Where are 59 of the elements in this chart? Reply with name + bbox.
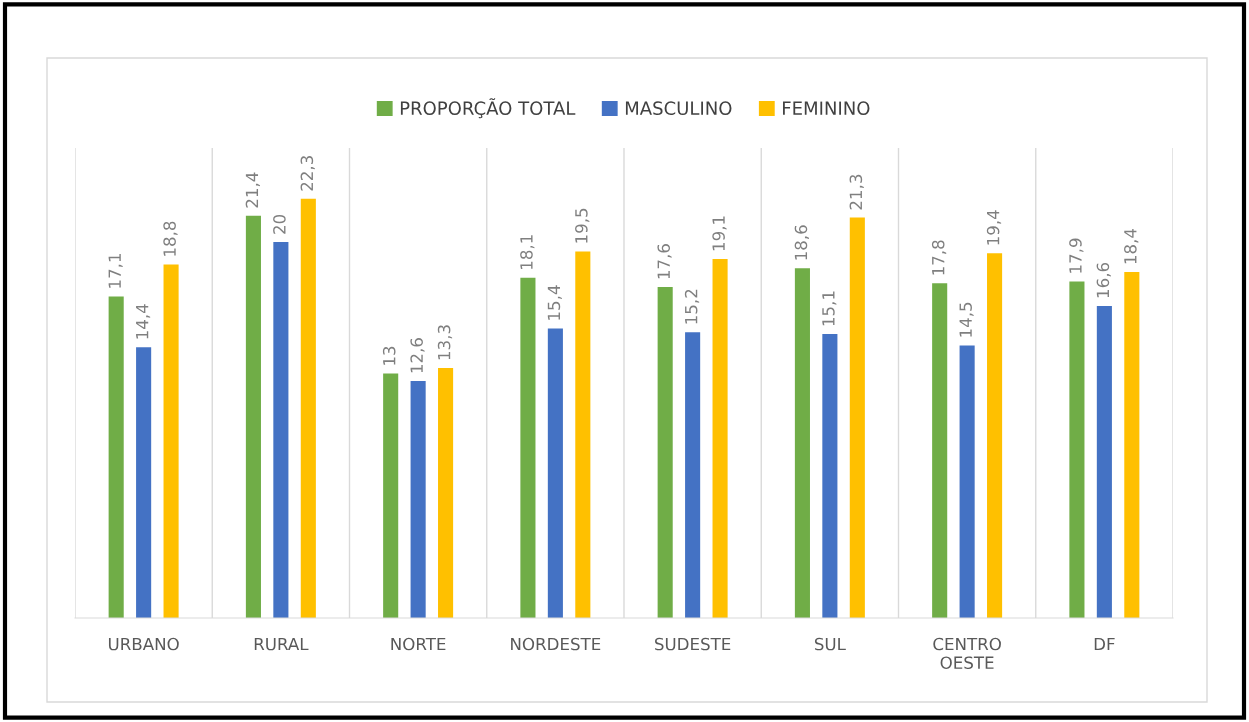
- data-label: 17,9: [1069, 238, 1084, 273]
- data-label: 15,1: [822, 291, 837, 326]
- bar: [520, 277, 536, 618]
- data-label: 15,2: [684, 289, 700, 324]
- x-tick-label: SUDESTE: [655, 637, 731, 651]
- data-label: 18,4: [1124, 228, 1139, 264]
- bar: [959, 345, 975, 618]
- x-tick-label: URBANO: [108, 637, 179, 651]
- x-tick-label: NORTE: [391, 637, 446, 651]
- data-label: 19,4: [986, 210, 1002, 245]
- bar: [1124, 272, 1140, 618]
- bar: [932, 283, 948, 618]
- x-tick-label: DF: [1094, 637, 1115, 651]
- bar: [410, 381, 426, 618]
- data-label: 17,1: [108, 254, 123, 288]
- bar: [136, 347, 152, 618]
- data-label: 18,1: [520, 235, 535, 269]
- bar: [163, 264, 179, 618]
- bar: [987, 253, 1003, 618]
- data-label: 20: [273, 214, 286, 234]
- bar: [822, 334, 838, 618]
- bar: [383, 373, 399, 618]
- data-label: 14,4: [136, 304, 151, 339]
- data-label: 15,4: [547, 285, 562, 320]
- bar: [547, 328, 563, 618]
- data-label: 17,8: [931, 240, 947, 275]
- data-label: 21,3: [849, 174, 864, 210]
- legend-label: PROPORÇÃO TOTAL: [400, 98, 576, 119]
- data-label: 19,1: [712, 216, 727, 251]
- data-label: 13: [382, 346, 396, 365]
- x-tick-label: RURAL: [254, 637, 309, 651]
- bar: [1096, 305, 1112, 618]
- bar: [794, 268, 810, 618]
- bar: [1069, 281, 1085, 618]
- bar: [108, 296, 124, 618]
- bar: [273, 242, 289, 618]
- x-tick-label: CENTRO OESTE: [933, 637, 1001, 670]
- x-tick-label: SUL: [814, 637, 846, 651]
- bar: [438, 367, 454, 618]
- data-label: 12,6: [410, 338, 425, 373]
- data-label: 16,6: [1096, 262, 1111, 298]
- bar: [685, 332, 701, 618]
- data-label: 19,5: [575, 208, 590, 243]
- bar: [712, 258, 728, 618]
- legend-label: FEMININO: [783, 101, 870, 116]
- data-label: 18,6: [794, 225, 809, 260]
- data-label: 22,3: [300, 156, 315, 191]
- bar: [657, 287, 673, 618]
- legend-label: MASCULINO: [625, 101, 732, 116]
- bar: [849, 217, 865, 618]
- bar: [300, 198, 316, 618]
- bar: [245, 215, 261, 618]
- data-label: 18,8: [163, 221, 178, 256]
- data-label: 17,6: [657, 244, 672, 279]
- data-label: 14,5: [959, 302, 974, 337]
- data-label: 13,3: [437, 325, 453, 360]
- x-tick-label: NORDESTE: [511, 637, 601, 651]
- data-label: 21,4: [245, 172, 260, 208]
- bar: [575, 251, 591, 618]
